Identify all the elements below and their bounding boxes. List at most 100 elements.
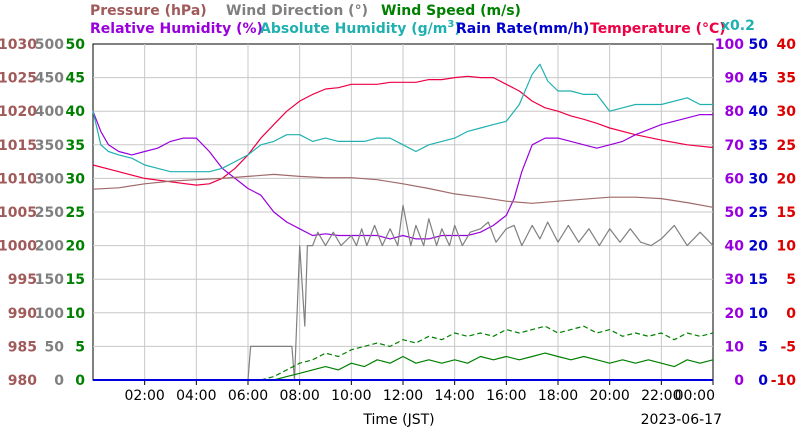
y-tick-pressure: 1000: [0, 239, 37, 255]
series-line-wind-speed-avg: [273, 352, 714, 381]
x-tick-label: 16:00: [486, 388, 526, 404]
x-tick-label: 18:00: [538, 388, 578, 404]
series-line-pressure: [92, 173, 714, 208]
y-tick-wind-speed: 15: [66, 272, 85, 288]
y-tick-relative-humidity: 0: [734, 373, 744, 389]
y-tick-wind-speed: 40: [66, 104, 86, 120]
y-tick-rain-rate: 15: [749, 272, 768, 288]
y-tick-pressure: 1030: [0, 37, 37, 53]
y-tick-temperature: 15: [777, 205, 796, 221]
y-tick-temperature: 0: [786, 306, 796, 322]
x-tick-label: 06:00: [228, 388, 268, 404]
y-tick-rain-rate: 10: [749, 306, 769, 322]
legend: Pressure (hPa) Wind Direction (°) Wind S…: [90, 3, 755, 37]
x-tick-label: 02:00: [124, 388, 164, 404]
y-tick-pressure: 985: [8, 339, 37, 355]
y-tick-rain-rate: 20: [749, 239, 769, 255]
y-axis-ticks: 9809859909951000100510101015102010251030…: [0, 37, 796, 389]
y-tick-wind-direction: 350: [35, 138, 64, 154]
y-tick-pressure: 1025: [0, 71, 37, 87]
y-tick-temperature: -5: [780, 339, 796, 355]
x-axis-label: Time (JST): [362, 412, 434, 428]
y-tick-wind-speed: 50: [66, 37, 86, 53]
series-lines: [92, 63, 714, 381]
y-tick-wind-direction: 400: [35, 104, 64, 120]
y-tick-wind-speed: 45: [66, 71, 85, 87]
x-tick-label: 22:00: [641, 388, 681, 404]
y-tick-relative-humidity: 70: [725, 138, 745, 154]
y-tick-rain-rate: 45: [749, 71, 768, 87]
y-tick-relative-humidity: 20: [725, 306, 745, 322]
y-tick-pressure: 995: [8, 272, 37, 288]
y-tick-relative-humidity: 90: [725, 71, 745, 87]
x-tick-label: 20:00: [589, 388, 629, 404]
series-line-absolute-humidity: [92, 63, 713, 173]
y-tick-rain-rate: 0: [758, 373, 768, 389]
y-tick-temperature: 25: [777, 138, 796, 154]
legend-wind-direction: Wind Direction (°): [226, 3, 368, 19]
scale-note: x0.2: [721, 18, 755, 34]
series-line-wind-speed-max: [260, 325, 714, 381]
x-tick-label: 00:00: [675, 388, 715, 404]
y-tick-relative-humidity: 60: [725, 171, 745, 187]
y-tick-rain-rate: 35: [749, 138, 768, 154]
x-tick-label: 10:00: [331, 388, 371, 404]
y-tick-wind-speed: 35: [66, 138, 85, 154]
y-tick-wind-speed: 5: [75, 339, 85, 355]
y-tick-temperature: 20: [777, 171, 797, 187]
x-tick-label: 12:00: [383, 388, 423, 404]
legend-rain-rate: Rain Rate(mm/h): [456, 21, 589, 37]
y-tick-rain-rate: 25: [749, 205, 768, 221]
y-tick-relative-humidity: 40: [725, 239, 745, 255]
legend-wind-speed: Wind Speed (m/s): [381, 3, 521, 19]
y-tick-wind-speed: 30: [66, 171, 86, 187]
y-tick-pressure: 990: [8, 306, 37, 322]
series-line-temperature: [92, 75, 714, 186]
y-tick-relative-humidity: 80: [725, 104, 745, 120]
date-label: 2023-06-17: [641, 412, 722, 428]
x-tick-label: 08:00: [279, 388, 319, 404]
y-tick-temperature: 5: [786, 272, 796, 288]
y-tick-rain-rate: 40: [749, 104, 769, 120]
x-tick-label: 14:00: [434, 388, 474, 404]
y-tick-pressure: 980: [8, 373, 37, 389]
y-tick-temperature: 10: [777, 239, 797, 255]
y-tick-wind-direction: 500: [35, 37, 64, 53]
legend-temperature: Temperature (°C): [590, 21, 726, 37]
y-tick-wind-direction: 150: [35, 272, 64, 288]
y-tick-pressure: 1005: [0, 205, 37, 221]
y-tick-relative-humidity: 10: [725, 339, 745, 355]
y-tick-wind-direction: 300: [35, 171, 64, 187]
y-tick-wind-direction: 50: [45, 339, 65, 355]
y-tick-wind-direction: 450: [35, 71, 64, 87]
gridlines: [93, 44, 713, 380]
x-axis-ticks: 02:00 04:00 06:00 08:00 10:00 12:00 14:00 16:00…: [124, 380, 715, 404]
legend-absolute-humidity-close: ): [454, 21, 460, 37]
y-tick-relative-humidity: 100: [715, 37, 744, 53]
legend-relative-humidity: Relative Humidity (%): [90, 21, 263, 37]
y-tick-rain-rate: 30: [749, 171, 769, 187]
y-tick-relative-humidity: 50: [725, 205, 745, 221]
legend-absolute-humidity-text: Absolute Humidity (g/m: [260, 21, 447, 37]
y-tick-wind-speed: 10: [66, 306, 86, 322]
y-tick-pressure: 1020: [0, 104, 37, 120]
series-line-wind-direction: [247, 204, 714, 381]
legend-pressure: Pressure (hPa): [90, 3, 207, 19]
y-tick-relative-humidity: 30: [725, 272, 745, 288]
series-line-relative-humidity: [92, 110, 713, 240]
legend-absolute-humidity: Absolute Humidity (g/m3): [260, 19, 461, 37]
y-tick-rain-rate: 5: [758, 339, 768, 355]
y-tick-wind-direction: 200: [35, 239, 64, 255]
y-tick-wind-direction: 100: [35, 306, 64, 322]
y-tick-wind-speed: 20: [66, 239, 86, 255]
y-tick-wind-direction: 0: [54, 373, 64, 389]
y-tick-pressure: 1015: [0, 138, 37, 154]
legend-absolute-humidity-sup: 3: [447, 19, 454, 30]
y-tick-temperature: -10: [771, 373, 797, 389]
y-tick-wind-speed: 25: [66, 205, 85, 221]
y-tick-rain-rate: 50: [749, 37, 769, 53]
y-tick-temperature: 30: [777, 104, 797, 120]
y-tick-temperature: 40: [777, 37, 797, 53]
y-tick-wind-speed: 0: [75, 373, 85, 389]
